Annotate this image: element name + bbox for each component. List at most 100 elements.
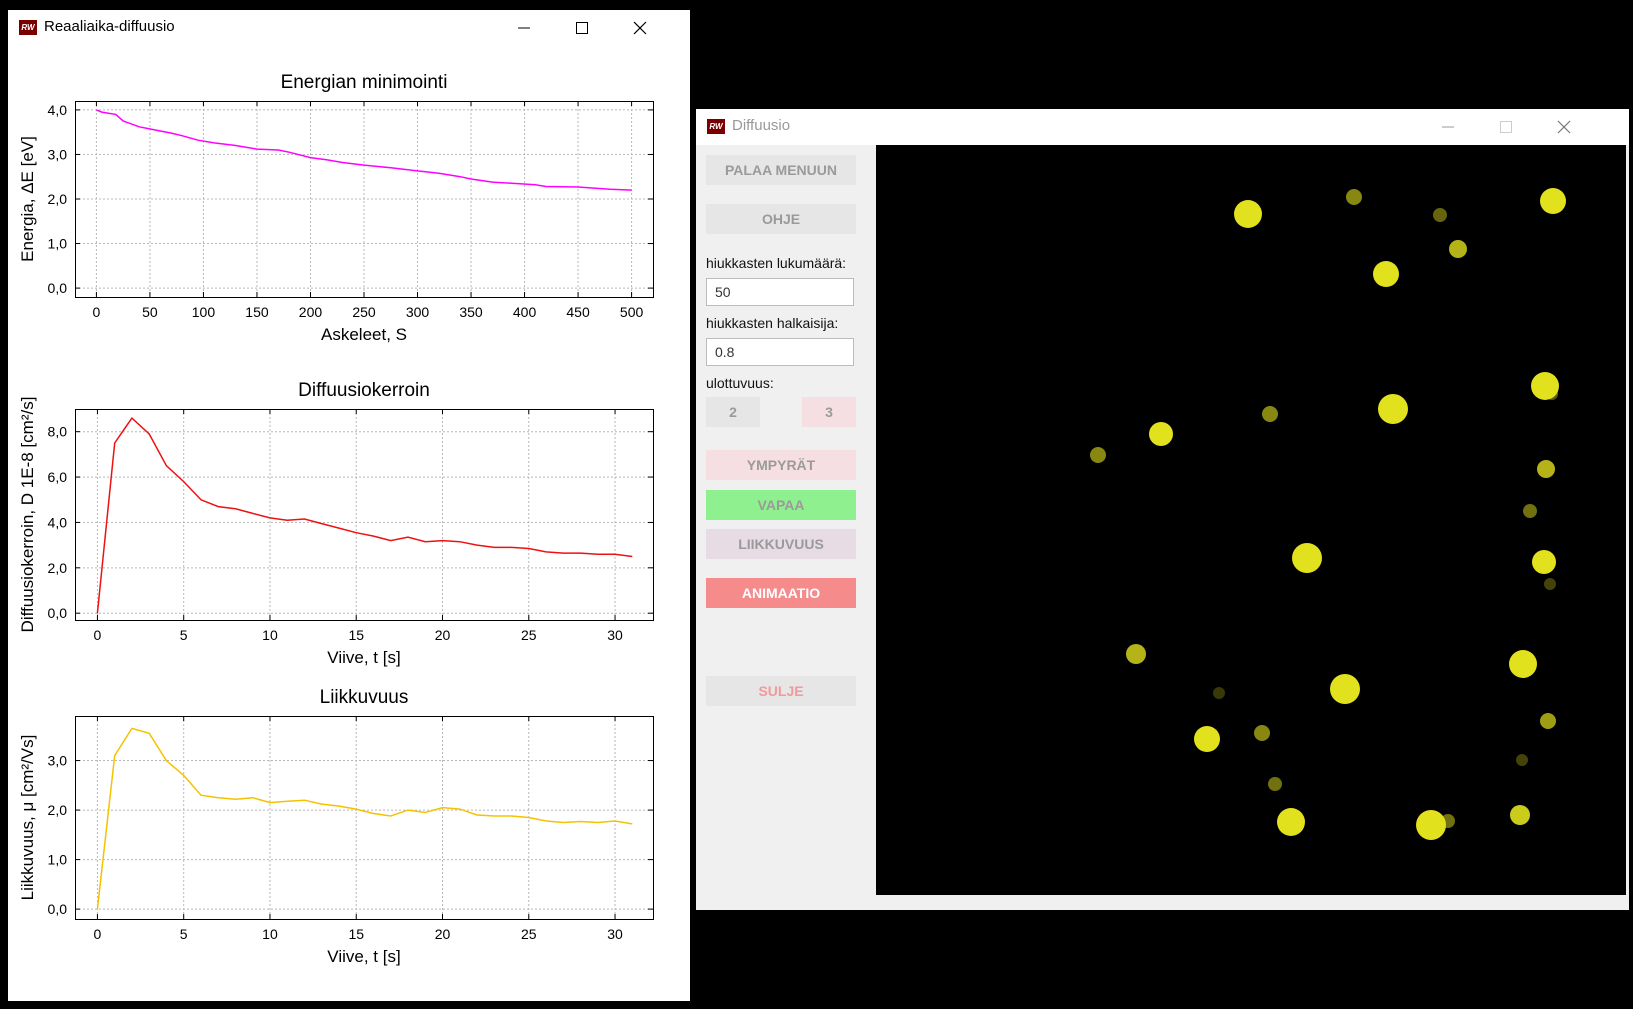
particle <box>1126 644 1146 664</box>
particle-diameter-label: hiukkasten halkaisija: <box>706 315 839 331</box>
back-to-menu-button[interactable]: PALAA MENUUN <box>706 155 856 185</box>
x-tick-label: 350 <box>459 304 483 320</box>
minimize-button[interactable] <box>1428 113 1468 141</box>
x-axis-label: Askeleet, S <box>321 325 407 344</box>
dimension-2-button[interactable]: 2 <box>706 397 760 427</box>
x-axis-label: Viive, t [s] <box>327 947 400 966</box>
x-tick-label: 150 <box>245 304 269 320</box>
particle <box>1244 210 1256 222</box>
particle <box>1292 543 1322 573</box>
x-tick-label: 250 <box>352 304 376 320</box>
x-tick-label: 0 <box>94 627 102 643</box>
maximize-button[interactable] <box>1486 113 1526 141</box>
y-tick-label: 2,0 <box>48 560 68 576</box>
x-tick-label: 0 <box>93 304 101 320</box>
dimension-3-button[interactable]: 3 <box>802 397 856 427</box>
particle <box>1277 808 1305 836</box>
particle <box>1090 447 1106 463</box>
particle <box>1537 460 1555 478</box>
particle <box>1262 406 1278 422</box>
particle-diameter-input[interactable] <box>706 338 854 366</box>
x-tick-label: 500 <box>620 304 644 320</box>
charts-window-titlebar[interactable]: RW Reaaliaika-diffuusio <box>8 10 690 46</box>
y-tick-label: 4,0 <box>48 514 68 530</box>
particle <box>1346 189 1362 205</box>
particle <box>1531 372 1559 400</box>
chart-title: Liikkuvuus <box>320 687 409 708</box>
particles-layer <box>1090 188 1566 840</box>
close-window-button[interactable] <box>1544 113 1584 141</box>
particle <box>1510 805 1530 825</box>
y-axis-label: Energia, ΔE [eV] <box>18 136 37 262</box>
maximize-icon <box>576 22 588 34</box>
particle <box>1540 713 1556 729</box>
particle <box>1416 810 1446 840</box>
rw-logo-icon: RW <box>19 20 37 35</box>
particle <box>1544 578 1556 590</box>
free-button[interactable]: VAPAA <box>706 490 856 520</box>
minimize-icon <box>1442 126 1454 128</box>
y-tick-label: 4,0 <box>48 102 68 118</box>
y-tick-label: 3,0 <box>48 753 68 769</box>
simulation-canvas[interactable] <box>876 145 1626 895</box>
x-tick-label: 25 <box>521 627 537 643</box>
help-button[interactable]: OHJE <box>706 204 856 234</box>
diffusion-window-titlebar[interactable]: RW Diffuusio <box>696 109 1629 145</box>
particle <box>1149 422 1173 446</box>
close-window-button[interactable] <box>620 14 660 42</box>
particle <box>1546 388 1558 400</box>
minimize-button[interactable] <box>504 14 544 42</box>
maximize-button[interactable] <box>562 14 602 42</box>
x-tick-label: 450 <box>566 304 590 320</box>
series-line <box>96 727 633 910</box>
particle <box>1330 674 1360 704</box>
y-tick-label: 0,0 <box>48 605 68 621</box>
close-icon <box>1557 120 1571 134</box>
plot-frame <box>75 409 654 621</box>
diffusion-window: RW Diffuusio PALAA MENUUN OHJE hiukkaste… <box>696 109 1629 910</box>
x-axis-label: Viive, t [s] <box>327 648 400 667</box>
particle <box>1268 777 1282 791</box>
y-axis-label: Liikkuvuus, μ [cm²/Vs] <box>18 735 37 901</box>
y-tick-label: 1,0 <box>48 236 68 252</box>
animation-button[interactable]: ANIMAATIO <box>706 578 856 608</box>
particle <box>1523 504 1537 518</box>
maximize-icon <box>1500 121 1512 133</box>
particle <box>1378 394 1408 424</box>
charts-window-title: Reaaliaika-diffuusio <box>44 18 175 35</box>
y-tick-label: 1,0 <box>48 852 68 868</box>
close-sim-button[interactable]: SULJE <box>706 676 856 706</box>
particle <box>1509 650 1537 678</box>
y-axis-label: Diffuusiokerroin, D 1E-8 [cm²/s] <box>18 397 37 633</box>
x-tick-label: 10 <box>262 926 278 942</box>
x-tick-label: 100 <box>192 304 216 320</box>
x-tick-label: 400 <box>513 304 537 320</box>
x-tick-label: 25 <box>521 926 537 942</box>
plot-frame <box>75 716 654 920</box>
x-tick-label: 20 <box>435 627 451 643</box>
y-tick-label: 3,0 <box>48 146 68 162</box>
charts-window: RW Reaaliaika-diffuusio Energian minimoi… <box>8 10 690 1001</box>
dimension-label: ulottuvuus: <box>706 375 774 391</box>
y-tick-label: 0,0 <box>48 280 68 296</box>
particle <box>1449 240 1467 258</box>
mobility-button[interactable]: LIIKKUVUUS <box>706 529 856 559</box>
x-tick-label: 5 <box>180 627 188 643</box>
chart-1: Energian minimointi 0 50 100 150 200 250 300 350… <box>18 72 654 344</box>
y-tick-label: 2,0 <box>48 802 68 818</box>
x-tick-label: 15 <box>348 926 364 942</box>
x-tick-label: 200 <box>299 304 323 320</box>
series-line <box>96 416 633 614</box>
particle <box>1540 188 1566 214</box>
particle <box>1194 726 1220 752</box>
particle-count-input[interactable] <box>706 278 854 306</box>
chart-3: Liikkuvuus 0 5 10 15 20 25 30 0,0 1,0 2,0 3,0 Viive,… <box>18 687 654 966</box>
control-panel: PALAA MENUUN OHJE hiukkasten lukumäärä: … <box>696 145 872 910</box>
particle <box>1441 814 1455 828</box>
rw-logo-icon: RW <box>707 119 725 134</box>
circles-button[interactable]: YMPYRÄT <box>706 450 856 480</box>
chart-title: Energian minimointi <box>281 72 448 93</box>
y-tick-label: 0,0 <box>48 901 68 917</box>
x-tick-label: 20 <box>435 926 451 942</box>
